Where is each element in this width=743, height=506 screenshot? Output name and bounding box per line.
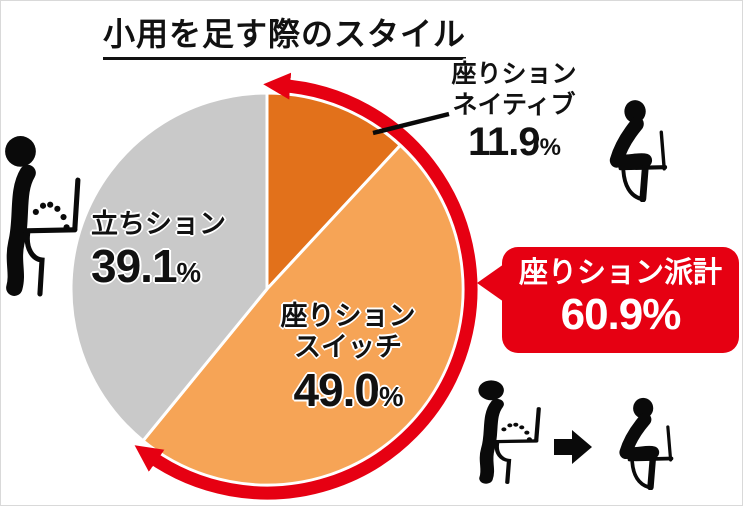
- right-arrow-icon: [554, 430, 592, 464]
- standing-urination-icon: [1, 134, 83, 298]
- slice-value-standing: 39.1%: [91, 240, 201, 293]
- slice-label-native: 座りション ネイティブ 11.9%: [437, 59, 591, 164]
- sitting-toilet-icon: [603, 98, 671, 202]
- chart-title: 小用を足す際のスタイル: [103, 9, 467, 60]
- slice-label-native-text2: ネイティブ: [452, 90, 576, 119]
- sitting-toilet-icon-small: [613, 396, 677, 490]
- slice-value-native: 11.9%: [468, 120, 561, 164]
- callout-tail: [477, 264, 504, 302]
- slice-label-switch: 座りション スイッチ 49.0%: [263, 301, 433, 417]
- slice-label-standing-text: 立ちション: [91, 209, 226, 239]
- slice-label-native-text1: 座りション: [451, 60, 577, 88]
- standing-urination-icon-small: [475, 379, 543, 485]
- callout-value: 60.9%: [560, 289, 682, 339]
- callout-title: 座りション派計: [518, 257, 722, 289]
- aggregate-span-arc: [134, 72, 478, 500]
- aggregate-callout: 座りション派計 60.9%: [477, 247, 739, 353]
- leader-line: [372, 111, 450, 136]
- pie-chart: [69, 72, 478, 500]
- slice-label-switch-text1: 座りション: [280, 301, 416, 331]
- slice-label-switch-text2: スイッチ: [294, 332, 402, 363]
- slice-value-switch: 49.0%: [293, 363, 403, 416]
- slice-label-standing: 立ちション 39.1%: [91, 209, 261, 293]
